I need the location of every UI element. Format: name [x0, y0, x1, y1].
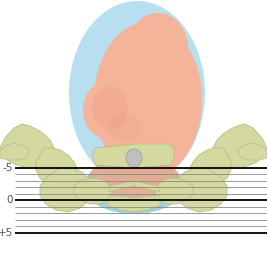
Polygon shape	[155, 178, 193, 204]
Polygon shape	[93, 144, 174, 168]
Text: +5: +5	[0, 228, 13, 238]
Polygon shape	[189, 148, 231, 186]
Ellipse shape	[110, 126, 166, 170]
Polygon shape	[36, 148, 78, 186]
Polygon shape	[0, 143, 30, 160]
Text: 0: 0	[6, 195, 13, 205]
Text: -5: -5	[2, 163, 13, 173]
Ellipse shape	[98, 103, 158, 153]
Ellipse shape	[89, 156, 179, 200]
Ellipse shape	[94, 22, 202, 178]
Polygon shape	[74, 178, 112, 204]
Ellipse shape	[83, 82, 127, 138]
Polygon shape	[93, 148, 173, 166]
Ellipse shape	[135, 50, 171, 90]
Polygon shape	[0, 124, 54, 168]
Ellipse shape	[113, 112, 157, 148]
Polygon shape	[237, 143, 267, 160]
Ellipse shape	[92, 86, 128, 130]
Polygon shape	[108, 180, 134, 192]
Polygon shape	[173, 168, 227, 212]
Polygon shape	[40, 168, 94, 212]
Ellipse shape	[128, 13, 188, 83]
Ellipse shape	[109, 114, 141, 142]
Ellipse shape	[69, 1, 205, 185]
Ellipse shape	[126, 149, 142, 167]
Polygon shape	[108, 196, 160, 212]
Ellipse shape	[148, 50, 188, 150]
Polygon shape	[213, 124, 267, 168]
Ellipse shape	[84, 158, 184, 214]
Polygon shape	[134, 180, 160, 192]
